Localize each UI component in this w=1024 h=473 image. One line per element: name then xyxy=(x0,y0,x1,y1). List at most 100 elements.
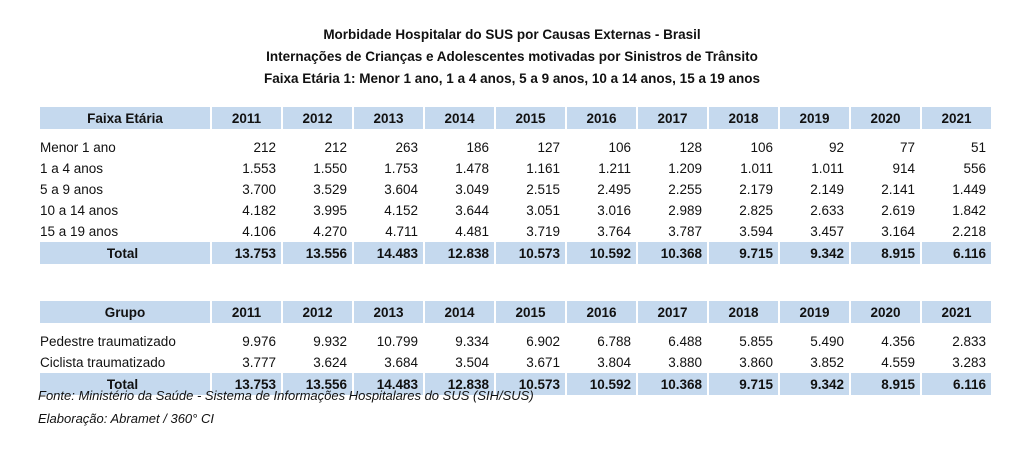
total-value: 10.573 xyxy=(496,242,565,264)
column-header: 2021 xyxy=(922,107,991,129)
cell-value: 127 xyxy=(537,140,560,155)
cell-value: 1.209 xyxy=(668,161,702,176)
header-row: Faixa Etária 2011 2012 2013 2014 2015 2016 2017… xyxy=(40,107,991,129)
cell-value: 1.753 xyxy=(384,161,418,176)
cell-value: 3.880 xyxy=(668,355,702,370)
cell-value: 212 xyxy=(324,140,347,155)
total-value: 14.483 xyxy=(354,373,423,395)
cell-value: 3.164 xyxy=(881,224,915,239)
cell-value: 1.011 xyxy=(740,161,773,176)
cell-value: 4.106 xyxy=(242,224,276,239)
cell-value: 6.902 xyxy=(526,334,560,349)
cell-value: 51 xyxy=(970,140,986,155)
cell-value: 3.804 xyxy=(597,355,631,370)
cell-value: 1.011 xyxy=(811,161,844,176)
victim-group-table: Grupo 2011 2012 2013 2014 2015 2016 2017 2018 201… xyxy=(38,301,993,395)
cell-value: 4.182 xyxy=(242,203,276,218)
row-label: Ciclista traumatizado xyxy=(40,355,166,370)
column-header: 2019 xyxy=(780,107,849,129)
cell-value: 2.495 xyxy=(597,182,631,197)
cell-value: 2.825 xyxy=(739,203,773,218)
source-note: Fonte: Ministério da Saúde - Sistema de … xyxy=(38,388,534,403)
title-line-3: Faixa Etária 1: Menor 1 ano, 1 a 4 anos,… xyxy=(264,71,760,86)
cell-value: 2.619 xyxy=(881,203,915,218)
cell-value: 3.995 xyxy=(313,203,347,218)
column-header: 2011 xyxy=(212,107,281,129)
cell-value: 1.161 xyxy=(526,161,560,176)
cell-value: 3.684 xyxy=(384,355,418,370)
column-header: 2017 xyxy=(638,301,707,323)
row-label: Pedestre traumatizado xyxy=(40,334,176,349)
total-label: Total xyxy=(40,373,210,395)
cell-value: 3.504 xyxy=(455,355,489,370)
table-row: Pedestre traumatizado 9.976 9.932 10.799 9.3… xyxy=(40,331,991,352)
cell-value: 106 xyxy=(608,140,631,155)
total-label: Total xyxy=(40,242,210,264)
cell-value: 3.671 xyxy=(526,355,560,370)
cell-value: 106 xyxy=(750,140,773,155)
cell-value: 6.788 xyxy=(597,334,631,349)
total-value: 13.556 xyxy=(283,373,352,395)
cell-value: 2.255 xyxy=(668,182,702,197)
column-header: 2019 xyxy=(780,301,849,323)
total-value: 10.592 xyxy=(567,242,636,264)
cell-value: 914 xyxy=(892,161,915,176)
column-header: 2013 xyxy=(354,301,423,323)
column-header: Grupo xyxy=(40,301,210,323)
column-header: 2012 xyxy=(283,107,352,129)
row-label: 5 a 9 anos xyxy=(40,182,104,197)
cell-value: 3.860 xyxy=(739,355,773,370)
column-header: 2013 xyxy=(354,107,423,129)
cell-value: 3.719 xyxy=(526,224,560,239)
cell-value: 3.764 xyxy=(597,224,631,239)
title-line-1: Morbidade Hospitalar do SUS por Causas E… xyxy=(323,27,701,42)
cell-value: 128 xyxy=(679,140,702,155)
total-row: Total 13.753 13.556 14.483 12.838 10.573 10.59… xyxy=(40,373,991,395)
cell-value: 9.976 xyxy=(242,334,276,349)
column-header: 2014 xyxy=(425,107,494,129)
table-row: 5 a 9 anos 3.700 3.529 3.604 3.049 2.515 2.495… xyxy=(40,179,991,200)
cell-value: 4.559 xyxy=(881,355,915,370)
total-value: 8.915 xyxy=(851,373,920,395)
table-row: Menor 1 ano 212 212 263 186 127 106 128 106 92 77 5… xyxy=(40,137,991,158)
age-group-table: Faixa Etária 2011 2012 2013 2014 2015 2016 2017… xyxy=(38,107,993,264)
cell-value: 4.270 xyxy=(313,224,347,239)
total-value: 9.342 xyxy=(780,242,849,264)
cell-value: 6.488 xyxy=(668,334,702,349)
cell-value: 3.604 xyxy=(384,182,418,197)
total-value: 10.592 xyxy=(567,373,636,395)
cell-value: 3.049 xyxy=(455,182,489,197)
total-value: 9.715 xyxy=(709,242,778,264)
cell-value: 3.777 xyxy=(242,355,276,370)
total-value: 12.838 xyxy=(425,373,494,395)
cell-value: 1.449 xyxy=(952,182,986,197)
row-label: 15 a 19 anos xyxy=(40,224,119,239)
total-value: 14.483 xyxy=(354,242,423,264)
column-header: 2015 xyxy=(496,107,565,129)
cell-value: 3.051 xyxy=(526,203,560,218)
cell-value: 2.515 xyxy=(526,182,560,197)
cell-value: 2.833 xyxy=(952,334,986,349)
cell-value: 3.644 xyxy=(455,203,489,218)
cell-value: 3.700 xyxy=(242,182,276,197)
total-value: 10.368 xyxy=(638,373,707,395)
column-header: 2011 xyxy=(212,301,281,323)
cell-value: 1.211 xyxy=(598,161,631,176)
column-header: 2014 xyxy=(425,301,494,323)
total-value: 10.573 xyxy=(496,373,565,395)
spacer xyxy=(40,323,991,331)
column-header: 2018 xyxy=(709,107,778,129)
cell-value: 2.179 xyxy=(739,182,773,197)
total-value: 9.715 xyxy=(709,373,778,395)
total-value: 6.116 xyxy=(922,242,991,264)
table-row: 1 a 4 anos 1.553 1.550 1.753 1.478 1.161 1.211… xyxy=(40,158,991,179)
total-value: 8.915 xyxy=(851,242,920,264)
cell-value: 1.550 xyxy=(313,161,347,176)
table-row: 10 a 14 anos 4.182 3.995 4.152 3.644 3.051 3.0… xyxy=(40,200,991,221)
cell-value: 5.490 xyxy=(810,334,844,349)
column-header: 2016 xyxy=(567,107,636,129)
cell-value: 1.842 xyxy=(952,203,986,218)
cell-value: 4.356 xyxy=(881,334,915,349)
cell-value: 3.787 xyxy=(668,224,702,239)
credit-note: Elaboração: Abramet / 360° CI xyxy=(38,411,214,426)
